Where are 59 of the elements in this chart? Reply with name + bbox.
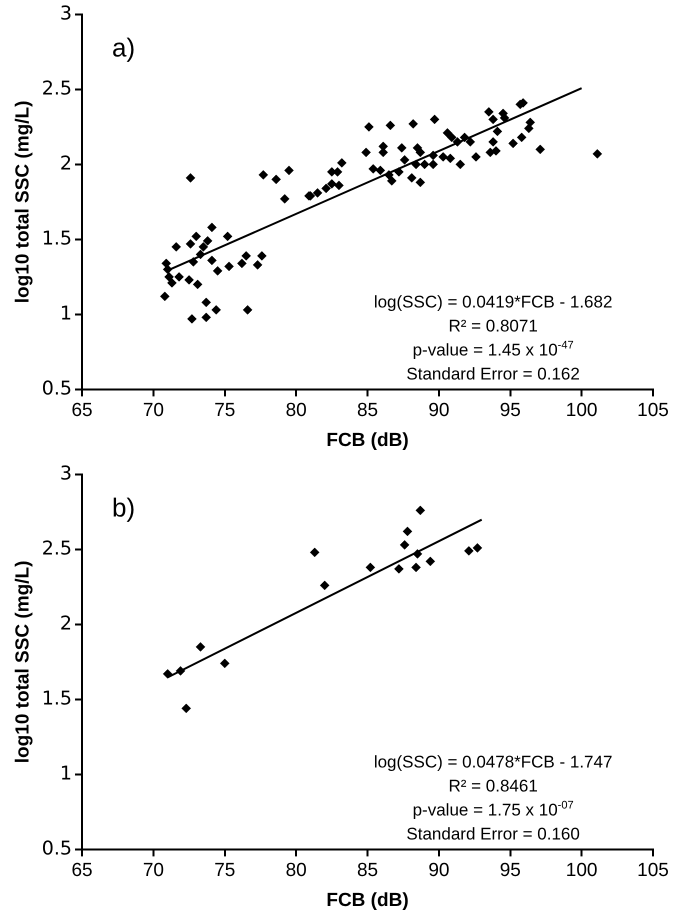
y-axis-title: log10 total SSC (mg/L) bbox=[12, 560, 34, 764]
x-tick-label: 75 bbox=[214, 860, 236, 882]
x-tick-label: 85 bbox=[356, 400, 378, 422]
annotation: R² = 0.8071 bbox=[448, 316, 538, 336]
point bbox=[181, 704, 191, 714]
annotation: R² = 0.8461 bbox=[448, 776, 538, 796]
point bbox=[402, 526, 412, 536]
x-tick-label: 70 bbox=[142, 400, 164, 422]
y-tick-label: 3 bbox=[60, 462, 72, 484]
x-tick-label: 90 bbox=[428, 400, 450, 422]
x-tick-label: 105 bbox=[637, 400, 669, 422]
y-tick-label: 1 bbox=[60, 762, 72, 784]
y-tick-label: 2 bbox=[60, 152, 72, 174]
x-tick-label: 75 bbox=[214, 400, 236, 422]
y-tick-label: 0.5 bbox=[42, 837, 72, 860]
x-tick-label: 80 bbox=[286, 860, 307, 882]
point bbox=[472, 543, 482, 553]
point bbox=[400, 540, 410, 550]
y-tick-label: 1 bbox=[60, 302, 72, 324]
point bbox=[310, 548, 320, 558]
point bbox=[176, 666, 186, 676]
x-tick-label: 85 bbox=[356, 860, 378, 882]
y-tick-label: 0.5 bbox=[42, 377, 72, 400]
point bbox=[464, 546, 474, 556]
y-tick-label: 2 bbox=[60, 612, 72, 634]
y-tick-label: 2.5 bbox=[42, 537, 72, 560]
x-tick-label: 65 bbox=[71, 400, 93, 422]
y-tick-label: 1.5 bbox=[42, 687, 72, 710]
annotation: a) bbox=[112, 32, 136, 62]
x-tick-label: 80 bbox=[286, 400, 307, 422]
annotation: log(SSC) = 0.0419*FCB - 1.682 bbox=[374, 292, 612, 312]
x-tick-label: 95 bbox=[500, 860, 521, 882]
point bbox=[320, 580, 330, 590]
y-axis-title: log10 total SSC (mg/L) bbox=[12, 100, 34, 304]
x-tick-label: 100 bbox=[566, 860, 598, 882]
point bbox=[196, 642, 206, 652]
y-tick-label: 2.5 bbox=[42, 77, 72, 100]
x-tick-label: 95 bbox=[500, 400, 521, 422]
point bbox=[412, 549, 422, 559]
point bbox=[220, 658, 230, 668]
annotation: log(SSC) = 0.0478*FCB - 1.747 bbox=[374, 752, 612, 772]
point bbox=[416, 506, 426, 516]
annotation: b) bbox=[112, 492, 136, 522]
annotation: Standard Error = 0.160 bbox=[406, 824, 580, 844]
point bbox=[162, 669, 172, 679]
x-tick-label: 100 bbox=[566, 400, 598, 422]
x-axis-title: FCB (dB) bbox=[326, 430, 409, 451]
x-tick-label: 70 bbox=[142, 860, 164, 882]
point bbox=[366, 562, 376, 572]
y-tick-label: 3 bbox=[60, 2, 72, 24]
x-tick-label: 105 bbox=[637, 860, 669, 882]
x-axis-title: FCB (dB) bbox=[326, 890, 409, 911]
y-tick-label: 1.5 bbox=[42, 227, 72, 250]
point bbox=[394, 564, 404, 574]
x-tick-label: 90 bbox=[428, 860, 450, 882]
point bbox=[426, 556, 436, 566]
point bbox=[411, 562, 421, 572]
x-tick-label: 65 bbox=[71, 860, 93, 882]
annotation: Standard Error = 0.162 bbox=[406, 364, 580, 384]
